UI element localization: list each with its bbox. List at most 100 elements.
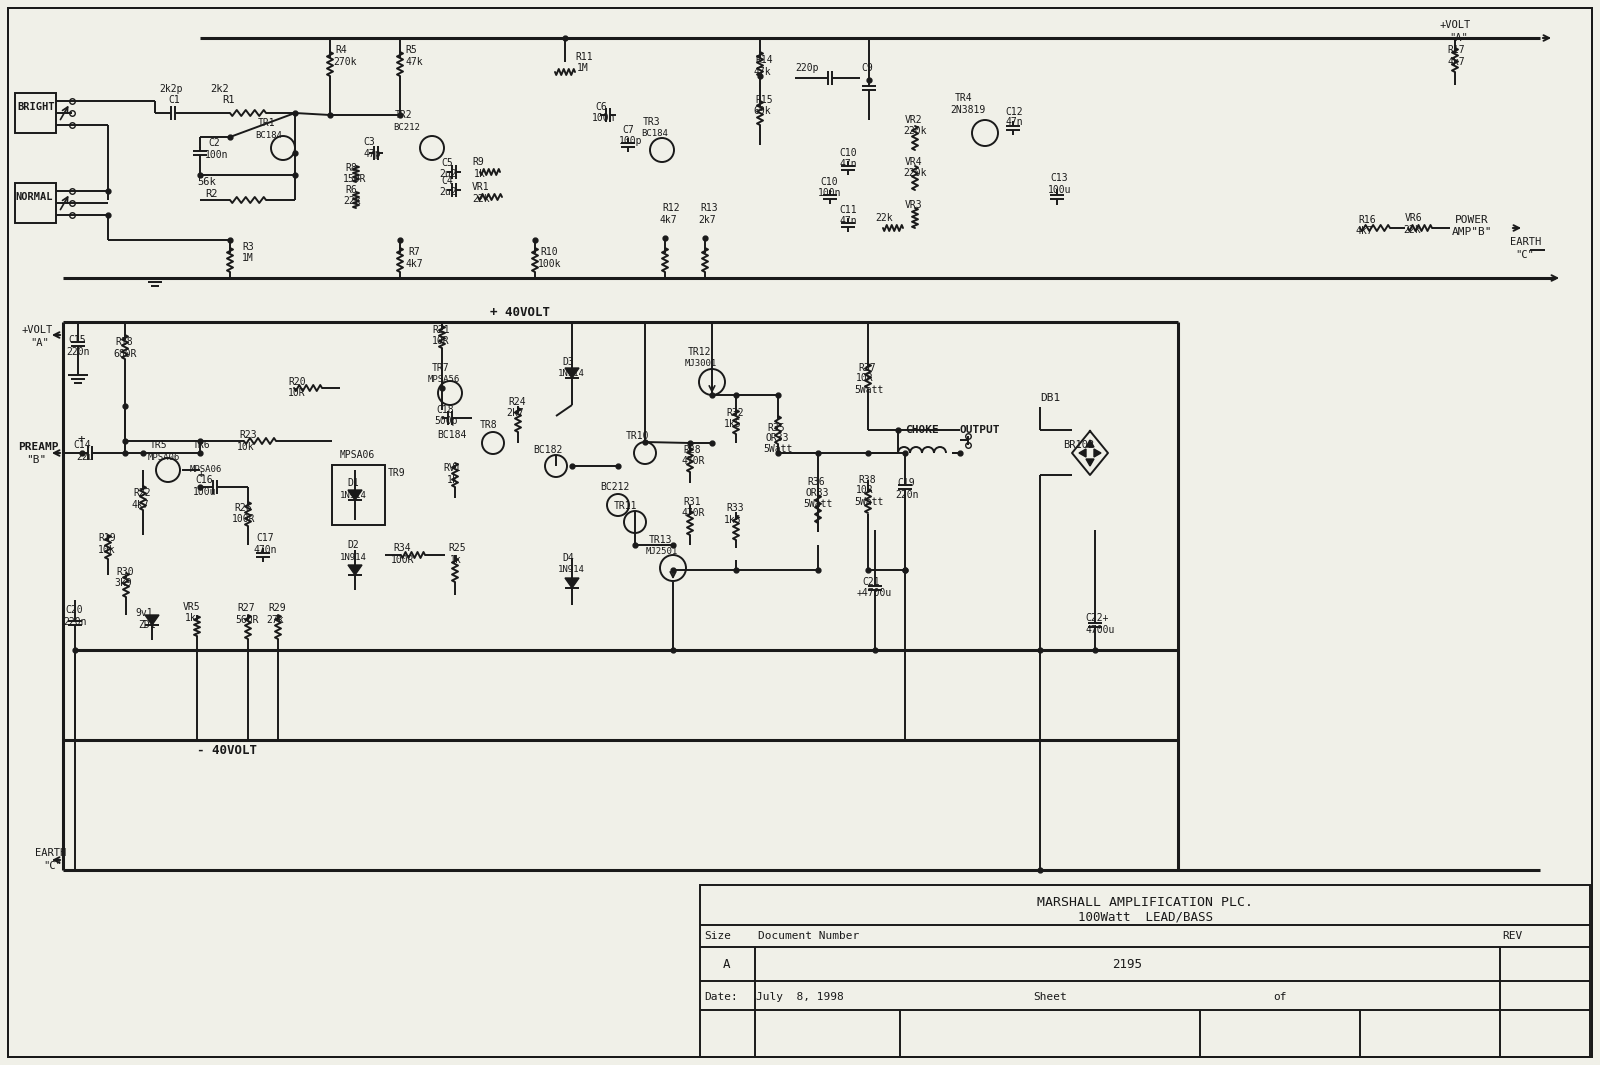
Text: D4: D4 xyxy=(562,553,574,563)
Text: C2: C2 xyxy=(208,138,219,148)
Text: R13: R13 xyxy=(701,203,718,213)
Text: R22: R22 xyxy=(133,488,150,498)
Text: 47n: 47n xyxy=(1005,117,1022,127)
Text: 22k: 22k xyxy=(342,196,360,206)
Text: C11: C11 xyxy=(838,204,856,215)
Bar xyxy=(14,93,56,133)
Text: 100n: 100n xyxy=(592,113,616,122)
Text: "C": "C" xyxy=(43,861,62,871)
Text: 1M: 1M xyxy=(242,253,254,263)
Text: 100n: 100n xyxy=(205,150,229,160)
Text: 22k: 22k xyxy=(472,194,490,204)
Polygon shape xyxy=(146,615,158,625)
Text: R18: R18 xyxy=(115,337,133,347)
Text: 220p: 220p xyxy=(795,63,819,73)
Text: VR5: VR5 xyxy=(182,602,200,612)
Text: D2: D2 xyxy=(347,540,358,550)
Text: +VOLT: +VOLT xyxy=(22,325,53,335)
Text: +: + xyxy=(78,433,85,446)
Text: 4k7: 4k7 xyxy=(131,499,149,510)
Text: R30: R30 xyxy=(115,567,134,577)
Text: 27k: 27k xyxy=(266,615,283,625)
Text: 500p: 500p xyxy=(434,416,458,426)
Text: "C": "C" xyxy=(1515,250,1534,260)
Polygon shape xyxy=(349,490,362,499)
Polygon shape xyxy=(1086,440,1094,447)
Text: PREAMP: PREAMP xyxy=(18,442,59,452)
Text: R17: R17 xyxy=(1446,45,1464,55)
Text: R7: R7 xyxy=(408,247,419,257)
Text: D1: D1 xyxy=(347,478,358,488)
Text: R15: R15 xyxy=(755,95,773,105)
Text: 470n: 470n xyxy=(254,545,277,555)
Text: 100Watt  LEAD/BASS: 100Watt LEAD/BASS xyxy=(1077,911,1213,923)
Text: 4k7: 4k7 xyxy=(1357,226,1374,236)
Text: R31: R31 xyxy=(683,497,701,507)
Text: 100u: 100u xyxy=(1048,185,1072,195)
Text: 4700u: 4700u xyxy=(1085,625,1114,635)
Text: 1N914: 1N914 xyxy=(558,566,586,574)
Text: C16: C16 xyxy=(195,475,213,485)
Text: 100p: 100p xyxy=(619,136,643,146)
Text: C9: C9 xyxy=(861,63,872,73)
Text: VR6: VR6 xyxy=(1405,213,1422,223)
Text: C14: C14 xyxy=(74,440,91,450)
Text: C12: C12 xyxy=(1005,106,1022,117)
Text: MJ3001: MJ3001 xyxy=(685,360,717,368)
Text: July  8, 1998: July 8, 1998 xyxy=(757,992,843,1002)
Text: MPSA06: MPSA06 xyxy=(339,450,376,460)
Text: BC184: BC184 xyxy=(437,430,466,440)
Text: MJ2501: MJ2501 xyxy=(646,547,678,557)
Text: BR102: BR102 xyxy=(1062,440,1094,450)
Text: R16: R16 xyxy=(1358,215,1376,225)
Text: 22u: 22u xyxy=(77,452,94,462)
Text: 10k: 10k xyxy=(98,545,115,555)
Polygon shape xyxy=(1094,449,1101,457)
Text: Size: Size xyxy=(704,931,731,941)
Text: 10R: 10R xyxy=(432,335,450,346)
Text: C6: C6 xyxy=(595,102,606,112)
Text: C10: C10 xyxy=(838,148,856,158)
Text: R27: R27 xyxy=(237,603,254,613)
Text: C20: C20 xyxy=(66,605,83,615)
Text: 4k7: 4k7 xyxy=(1446,58,1464,67)
Text: 10R: 10R xyxy=(856,373,874,383)
Text: R4: R4 xyxy=(334,45,347,55)
Text: TR7: TR7 xyxy=(432,363,450,373)
Polygon shape xyxy=(1086,459,1094,466)
Text: 4k7: 4k7 xyxy=(405,259,422,269)
Text: 100R: 100R xyxy=(232,514,256,524)
Text: C19: C19 xyxy=(898,478,915,488)
Text: C15: C15 xyxy=(67,335,86,345)
Polygon shape xyxy=(565,578,579,588)
Text: TR6: TR6 xyxy=(194,440,211,450)
Bar xyxy=(14,183,56,223)
Text: TR4: TR4 xyxy=(955,93,973,103)
Text: C3: C3 xyxy=(363,137,374,147)
Text: A: A xyxy=(723,957,731,970)
Text: C5: C5 xyxy=(442,158,453,168)
Text: TR3: TR3 xyxy=(643,117,661,127)
Text: VR1: VR1 xyxy=(472,182,490,192)
Text: R23: R23 xyxy=(238,430,256,440)
Text: TR12: TR12 xyxy=(688,347,712,357)
Text: R25: R25 xyxy=(448,543,466,553)
Text: R33: R33 xyxy=(726,503,744,513)
Text: C22+: C22+ xyxy=(1085,613,1109,623)
Text: C21: C21 xyxy=(862,577,880,587)
Text: R32: R32 xyxy=(726,408,744,417)
Text: C17: C17 xyxy=(256,532,274,543)
Text: EARTH: EARTH xyxy=(35,848,66,858)
Text: "A": "A" xyxy=(30,338,48,348)
Bar xyxy=(333,465,386,525)
Text: AMP"B": AMP"B" xyxy=(1453,227,1493,237)
Text: C4: C4 xyxy=(442,176,453,186)
Text: DB1: DB1 xyxy=(1040,393,1061,403)
Text: of: of xyxy=(1274,992,1286,1002)
Text: TR9: TR9 xyxy=(387,468,406,478)
Text: 1N914: 1N914 xyxy=(339,491,366,499)
Text: R36: R36 xyxy=(806,477,824,487)
Text: 220n: 220n xyxy=(62,617,86,627)
Text: D3: D3 xyxy=(562,357,574,367)
Text: R34: R34 xyxy=(394,543,411,553)
